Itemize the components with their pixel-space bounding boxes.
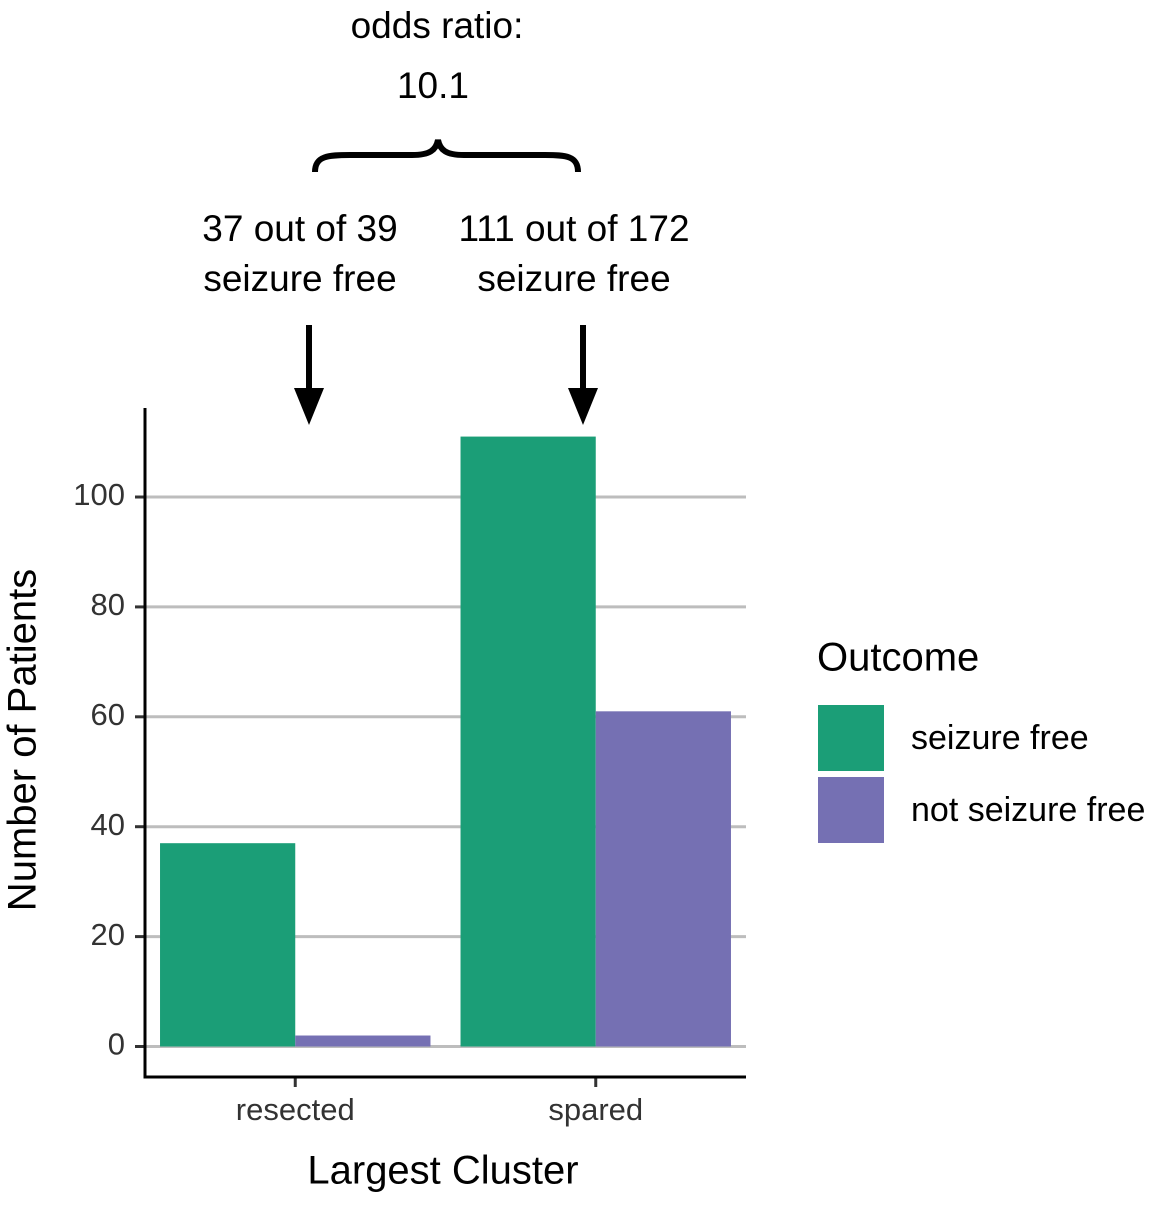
bar <box>460 436 596 1047</box>
annotation: 111 out of 172 <box>458 208 689 249</box>
y-tick-label: 60 <box>91 697 125 732</box>
legend-label: seizure free <box>911 719 1089 757</box>
annotation: 37 out of 39 <box>202 208 397 249</box>
legend-swatch <box>818 705 884 771</box>
y-axis-title: Number of Patients <box>1 569 45 911</box>
bar <box>295 1035 431 1047</box>
axis-line <box>143 408 746 1079</box>
brace <box>312 139 581 173</box>
x-tick-label: resected <box>236 1092 355 1127</box>
annotation: seizure free <box>203 258 396 299</box>
annotation: odds ratio: <box>351 5 524 46</box>
y-tick-label: 0 <box>108 1027 125 1062</box>
arrow-head <box>568 388 598 425</box>
y-tick-label: 80 <box>91 587 125 622</box>
bar <box>160 843 296 1047</box>
x-tick-label: spared <box>548 1092 643 1127</box>
bar <box>595 711 731 1047</box>
arrow-head <box>294 388 324 425</box>
annotation: 10.1 <box>397 65 469 106</box>
legend-label: not seizure free <box>911 791 1145 829</box>
legend-title: Outcome <box>817 636 979 680</box>
y-tick-label: 20 <box>91 917 125 952</box>
annotation: seizure free <box>477 258 670 299</box>
y-tick-label: 40 <box>91 807 125 842</box>
x-axis-title: Largest Cluster <box>307 1149 578 1193</box>
legend-swatch <box>818 777 884 843</box>
annotation-shapes <box>306 139 586 400</box>
y-tick-label: 100 <box>73 477 125 512</box>
